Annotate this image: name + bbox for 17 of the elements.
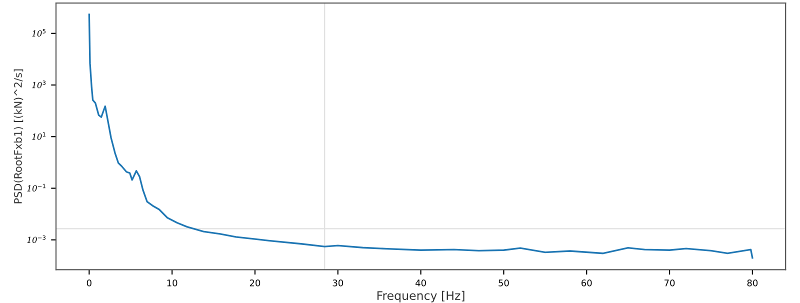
x-tick-label: 70	[664, 280, 675, 286]
y-axis-title: PSD(RootFxb1) [(kN)^2/s]	[14, 69, 24, 204]
y-tick-label: 10$^{5}$	[32, 29, 46, 37]
y-tick-label: 10$^{−1}$	[27, 184, 46, 192]
y-tick-label: 10$^{−3}$	[27, 235, 46, 244]
y-tick-label: 10$^{1}$	[32, 132, 46, 140]
y-tick-label: 10$^{3}$	[32, 80, 46, 88]
x-tick-label: 50	[498, 280, 509, 286]
x-tick-label: 30	[332, 280, 344, 286]
x-tick-label: 0	[86, 280, 92, 286]
x-axis-title: Frequency [Hz]	[377, 290, 464, 302]
x-tick-label: 40	[416, 280, 426, 286]
x-tick-label: 10	[167, 280, 178, 286]
x-tick-label: 80	[747, 280, 758, 286]
line-series	[88, 14, 754, 259]
x-tick-label: 60	[582, 280, 592, 286]
x-tick-label: 20	[250, 280, 260, 286]
